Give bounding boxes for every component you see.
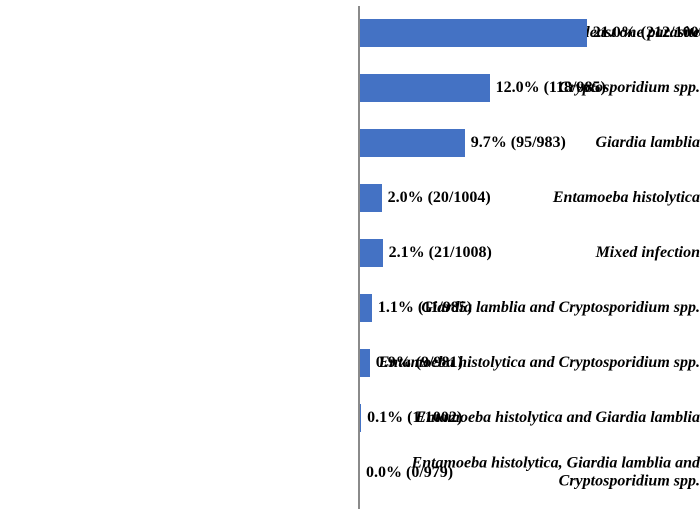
value-label: 1.1% (11/985) xyxy=(378,299,472,317)
chart-row: Giardia lamblia and Cryptosporidium spp.… xyxy=(0,294,700,322)
value-label: 9.7% (95/983) xyxy=(471,134,566,152)
chart-row: Cryptosporidium spp.12.0% (118/985) xyxy=(0,74,700,102)
bar xyxy=(360,184,382,212)
bar xyxy=(360,129,465,157)
value-label: 2.0% (20/1004) xyxy=(388,189,491,207)
value-label: 2.1% (21/1008) xyxy=(389,244,492,262)
chart-row: Entamoeba histolytica, Giardia lamblia a… xyxy=(0,459,700,487)
chart-row: Mixed infection2.1% (21/1008) xyxy=(0,239,700,267)
parasite-bar-chart: Infected with at least one parasite21.0%… xyxy=(0,0,700,515)
value-label: 0.9% (9/981) xyxy=(376,354,463,372)
chart-row: Entamoeba histolytica2.0% (20/1004) xyxy=(0,184,700,212)
chart-row: Entamoeba histolytica and Giardia lambli… xyxy=(0,404,700,432)
bar xyxy=(360,239,383,267)
value-label: 12.0% (118/985) xyxy=(496,79,606,97)
bar xyxy=(360,349,370,377)
value-label: 0.0% (0/979) xyxy=(366,464,453,482)
chart-row: Entamoeba histolytica and Cryptosporidiu… xyxy=(0,349,700,377)
chart-row: Infected with at least one parasite21.0%… xyxy=(0,19,700,47)
bar xyxy=(360,294,372,322)
bar xyxy=(360,19,587,47)
chart-row: Giardia lamblia9.7% (95/983) xyxy=(0,129,700,157)
value-label: 21.0% (212/1008) xyxy=(593,24,700,42)
bar xyxy=(360,74,490,102)
value-label: 0.1% (1/1002) xyxy=(367,409,462,427)
bar xyxy=(360,404,361,432)
